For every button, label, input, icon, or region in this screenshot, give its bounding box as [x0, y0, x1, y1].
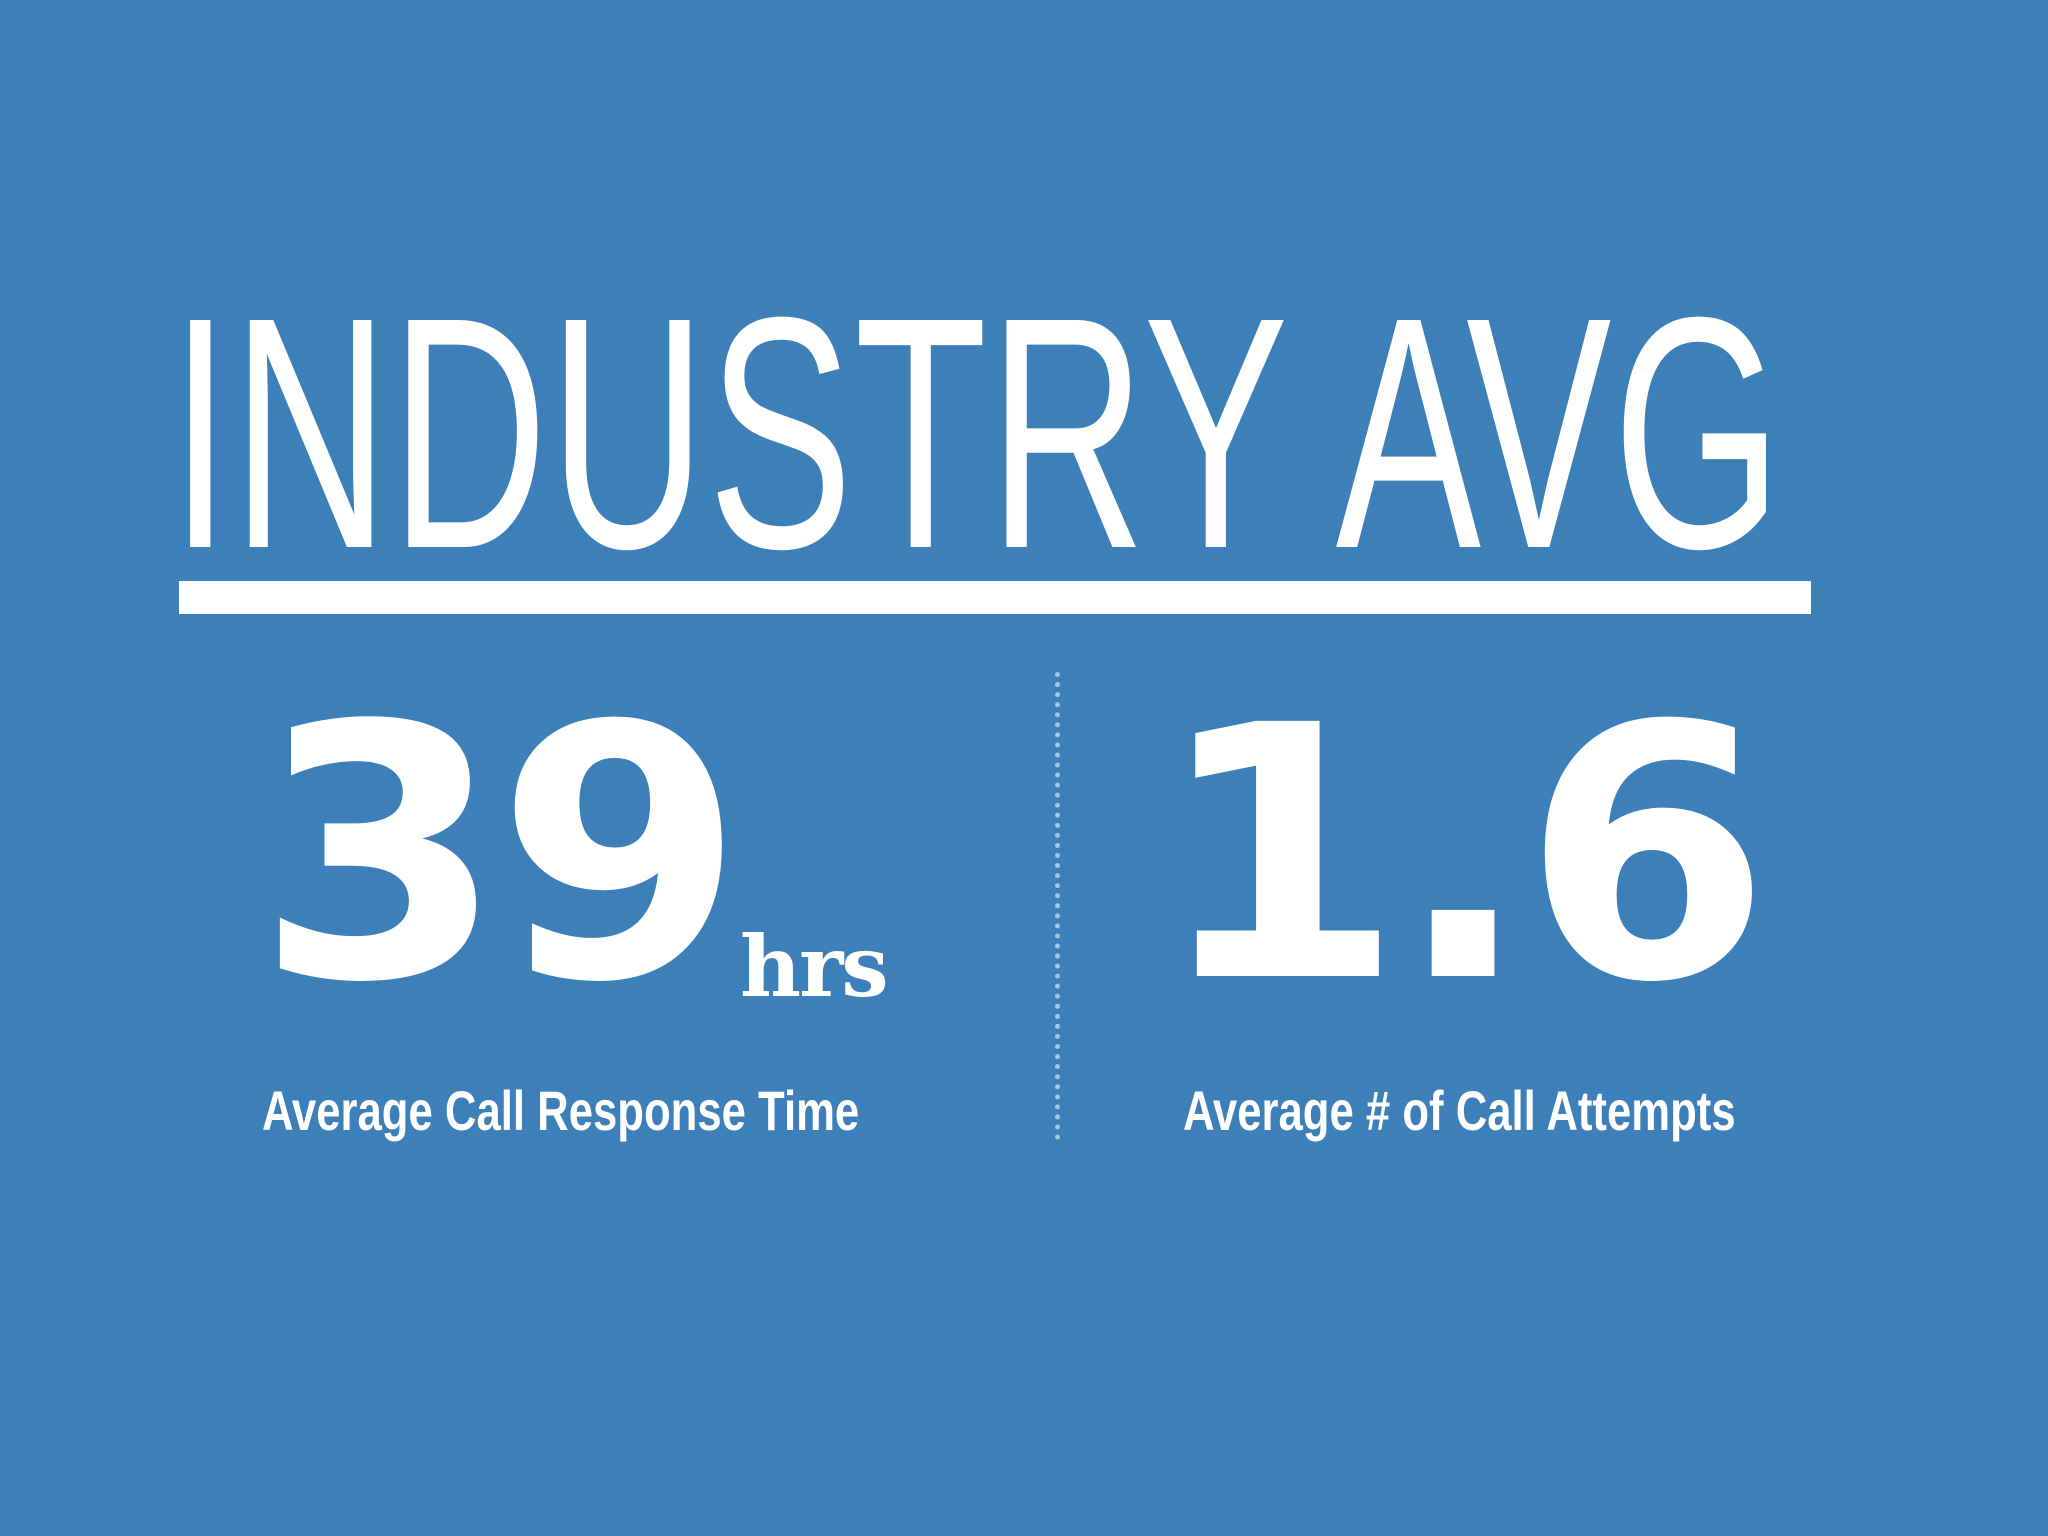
title-underline [179, 581, 1811, 614]
response-time-unit: hrs [740, 917, 889, 1016]
response-time-label: Average Call Response Time [262, 1079, 860, 1142]
page-title: INDUSTRY AVG [170, 248, 1784, 617]
response-time-value: 39 [256, 651, 745, 1059]
stat-divider [1055, 672, 1060, 1140]
call-attempts-label: Average # of Call Attempts [1183, 1079, 1736, 1142]
call-attempts-value: 1.6 [1155, 651, 1771, 1059]
